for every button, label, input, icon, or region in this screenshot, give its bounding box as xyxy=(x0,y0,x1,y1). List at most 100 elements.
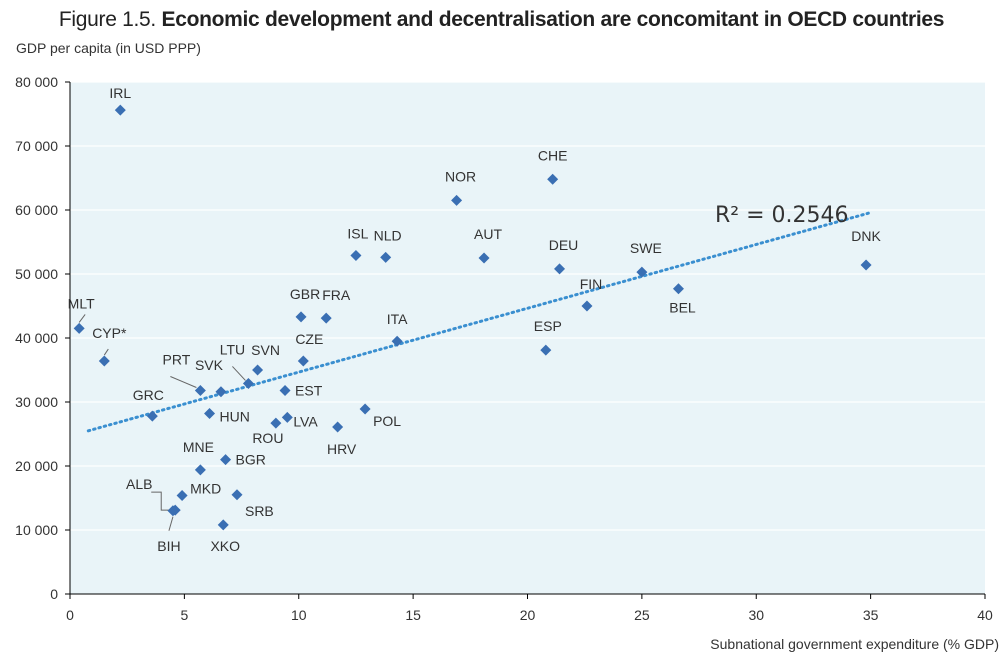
x-tick-label: 20 xyxy=(520,607,536,623)
x-tick-label: 5 xyxy=(180,607,188,623)
point-label: ITA xyxy=(387,311,408,327)
point-label: DEU xyxy=(549,237,579,253)
x-tick-label: 30 xyxy=(748,607,764,623)
point-label: EST xyxy=(295,382,323,398)
x-tick-label: 25 xyxy=(634,607,650,623)
figure-number: Figure 1.5. xyxy=(58,8,156,31)
point-label: FRA xyxy=(322,287,351,303)
point-label: SVN xyxy=(251,342,280,358)
chart-title: Figure 1.5. Economic development and dec… xyxy=(0,8,1003,32)
leader-line xyxy=(170,376,197,388)
y-tick-label: 50 000 xyxy=(15,266,58,282)
x-tick-label: 0 xyxy=(66,607,74,623)
point-label: HRV xyxy=(327,441,357,457)
point-label: ESP xyxy=(534,318,562,334)
point-labels: IRL MLT CYP* GRC PRT SVK HUN LTU SVN ROU LVA EST CZE… xyxy=(68,85,882,554)
data-point xyxy=(73,322,85,334)
point-label: LVA xyxy=(293,413,318,429)
point-label: POL xyxy=(373,413,401,429)
point-label: AUT xyxy=(474,226,502,242)
data-point xyxy=(295,311,307,323)
point-label: ALB xyxy=(126,476,152,492)
data-point xyxy=(636,266,648,278)
data-point xyxy=(332,421,344,433)
leader-line xyxy=(103,348,109,356)
data-point xyxy=(146,410,158,422)
x-tick-label: 15 xyxy=(405,607,421,623)
point-label: BIH xyxy=(157,538,180,554)
x-tick-label: 10 xyxy=(291,607,307,623)
x-tick-label: 35 xyxy=(863,607,879,623)
data-point xyxy=(320,312,332,324)
point-label: BEL xyxy=(669,300,696,316)
data-point xyxy=(252,364,264,376)
y-tick-label: 70 000 xyxy=(15,138,58,154)
point-label: NLD xyxy=(374,227,402,243)
data-point xyxy=(350,249,362,261)
axes: 0 10 000 20 000 30 000 40 000 50 000 60 000 70 … xyxy=(15,74,993,623)
data-point xyxy=(359,403,371,415)
point-label: MNE xyxy=(183,439,214,455)
point-label: BGR xyxy=(236,452,266,468)
point-label: DNK xyxy=(851,228,881,244)
y-tick-label: 60 000 xyxy=(15,202,58,218)
x-tick-label: 40 xyxy=(977,607,993,623)
point-label: SRB xyxy=(245,503,274,519)
y-tick-label: 80 000 xyxy=(15,74,58,90)
leader-line xyxy=(78,314,86,323)
data-point xyxy=(380,251,392,263)
y-tick-label: 30 000 xyxy=(15,394,58,410)
point-label: ROU xyxy=(252,430,283,446)
point-label: XKO xyxy=(210,538,240,554)
data-point xyxy=(391,335,403,347)
point-label: CHE xyxy=(538,147,568,163)
point-label: SWE xyxy=(630,240,662,256)
point-label: MLT xyxy=(68,295,95,311)
point-label: CZE xyxy=(295,331,323,347)
data-points xyxy=(73,104,872,531)
leader-lines xyxy=(78,314,246,531)
grid xyxy=(70,81,985,531)
data-point xyxy=(98,355,110,367)
data-point xyxy=(242,377,254,389)
point-label: HUN xyxy=(220,409,250,425)
r-squared-annotation: R² = 0.2546 xyxy=(715,203,849,228)
point-label: FIN xyxy=(580,276,603,292)
data-point xyxy=(217,519,229,531)
y-tick-label: 0 xyxy=(50,586,58,602)
point-label: SVK xyxy=(195,357,224,373)
data-point xyxy=(194,464,206,476)
point-label: GRC xyxy=(133,387,164,403)
data-point xyxy=(270,417,282,429)
data-point xyxy=(581,300,593,312)
y-tick-label: 20 000 xyxy=(15,458,58,474)
data-point xyxy=(554,263,566,275)
data-point xyxy=(215,386,227,398)
data-point xyxy=(281,411,293,423)
point-label: LTU xyxy=(220,341,245,357)
data-point xyxy=(860,259,872,271)
x-axis-label: Subnational government expenditure (% GD… xyxy=(710,636,999,652)
data-point xyxy=(478,252,490,264)
data-point xyxy=(279,384,291,396)
figure-title: Economic development and decentralisatio… xyxy=(161,8,945,31)
y-tick-label: 40 000 xyxy=(15,330,58,346)
data-point xyxy=(231,489,243,501)
point-label: PRT xyxy=(163,351,191,367)
leader-line xyxy=(232,366,246,381)
data-point xyxy=(297,355,309,367)
data-point xyxy=(547,173,559,185)
data-point xyxy=(176,489,188,501)
point-label: ISL xyxy=(347,225,368,241)
point-label: CYP* xyxy=(92,325,127,341)
point-label: GBR xyxy=(290,286,320,302)
leader-line xyxy=(151,491,170,511)
data-point xyxy=(540,344,552,356)
data-point xyxy=(114,104,126,116)
data-point xyxy=(167,505,179,517)
data-point xyxy=(672,283,684,295)
data-point xyxy=(451,194,463,206)
y-axis-label: GDP per capita (in USD PPP) xyxy=(16,40,201,56)
point-label: MKD xyxy=(190,480,221,496)
